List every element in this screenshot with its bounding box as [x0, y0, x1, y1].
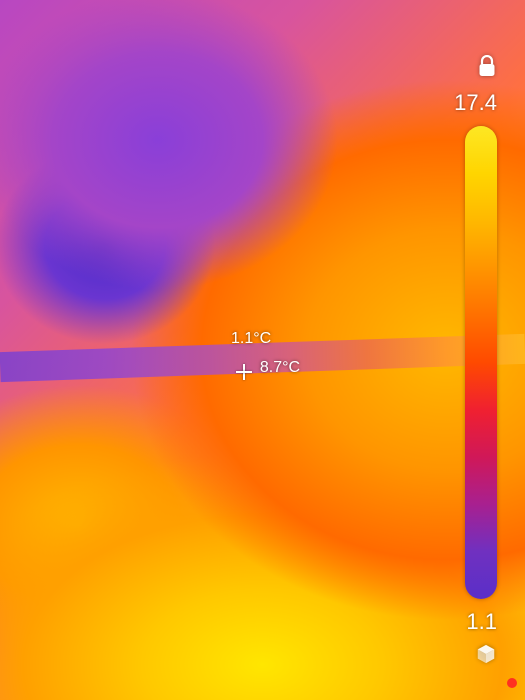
record-indicator-icon	[507, 678, 517, 688]
crosshair-icon	[236, 364, 252, 380]
center-primary-temp: 1.1°C	[231, 329, 271, 350]
scale-max-label: 17.4	[454, 90, 497, 116]
center-secondary-temp: 8.7°C	[260, 359, 300, 377]
lock-icon[interactable]	[477, 55, 497, 82]
scale-min-label: 1.1	[466, 609, 497, 635]
cube-palette-icon[interactable]	[475, 643, 497, 670]
scale-gradient-bar[interactable]	[465, 126, 497, 599]
temperature-scale[interactable]: 17.4 1.1	[425, 55, 505, 670]
